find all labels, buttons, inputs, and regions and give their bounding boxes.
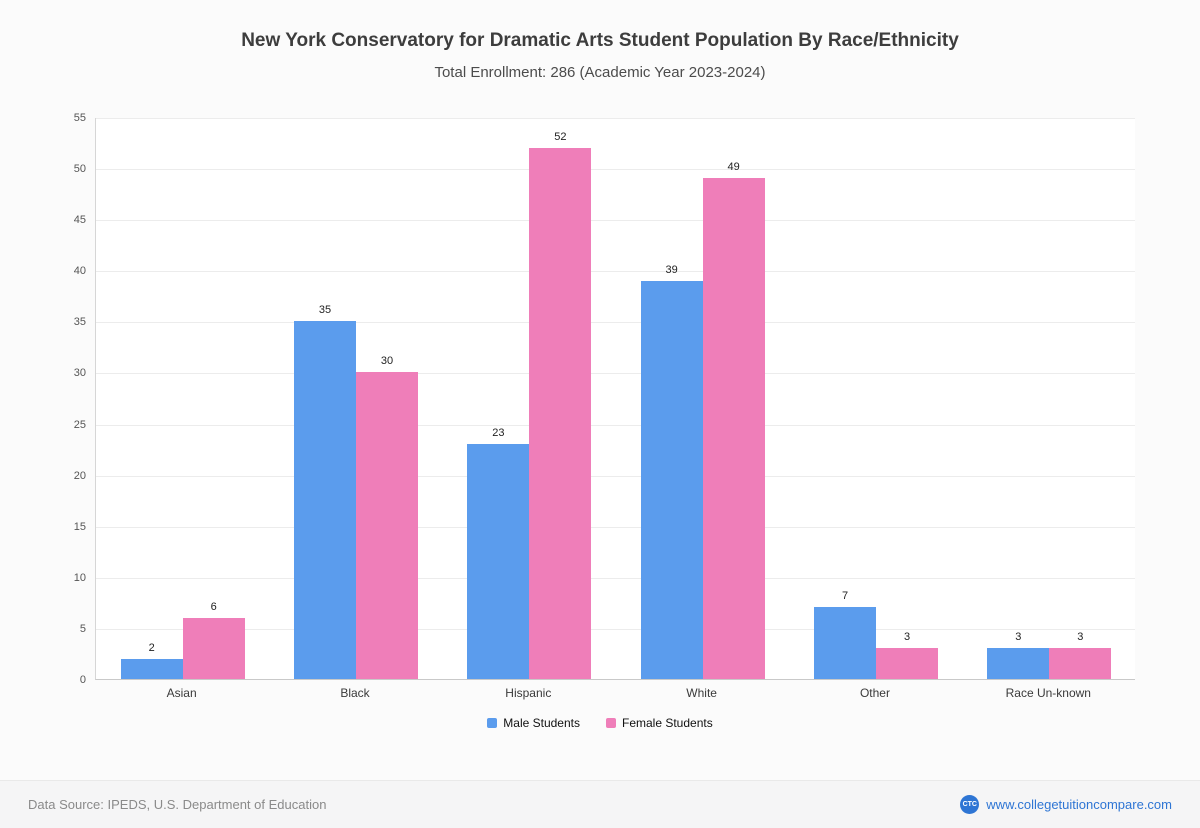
bar-value-label: 6: [210, 600, 217, 613]
legend-item-male-students: Male Students: [487, 716, 580, 730]
data-source-text: Data Source: IPEDS, U.S. Department of E…: [28, 797, 327, 812]
y-axis-tick-label: 15: [73, 520, 86, 533]
x-axis-label: Other: [859, 686, 890, 700]
bar-value-label: 7: [841, 590, 849, 603]
bar-male-students: [640, 280, 703, 679]
website-link[interactable]: CTC www.collegetuitioncompare.com: [960, 795, 1172, 814]
gridline: [96, 526, 1135, 528]
x-axis-labels: Asian Black Hispanic White Other Race Un-know…: [95, 686, 1135, 700]
chart-subtitle: Total Enrollment: 286 (Academic Year 202…: [434, 64, 766, 81]
y-axis-tick-label: 0: [79, 674, 86, 686]
y-axis-tick-label: 50: [73, 163, 86, 176]
page-footer: Data Source: IPEDS, U.S. Department of E…: [0, 780, 1200, 828]
bar-female-students: [702, 178, 765, 679]
bar-value-label: 30: [380, 355, 394, 368]
x-axis-label: Asian: [166, 686, 197, 700]
ctc-logo-icon: CTC: [960, 795, 980, 814]
legend-marker-icon: [606, 718, 616, 728]
gridline: [96, 118, 1135, 119]
bar-value-label: 35: [318, 304, 332, 317]
chart-legend: Male Students Female Students: [0, 716, 1200, 730]
bar-female-students: [182, 617, 245, 679]
bar-value-label: 3: [903, 631, 911, 644]
bar-value-label: 23: [492, 426, 505, 439]
bar-female-students: [529, 147, 592, 679]
bar-male-students: [987, 648, 1050, 679]
y-axis-tick-label: 10: [73, 571, 86, 584]
legend-marker-icon: [487, 718, 498, 728]
bar-female-students: [876, 648, 938, 679]
bar-value-label: 2: [148, 641, 155, 654]
gridline: [96, 628, 1135, 630]
website-url: www.collegetuitioncompare.com: [986, 797, 1172, 812]
x-axis-label: Race Un-known: [1005, 686, 1091, 700]
bar-male-students: [467, 443, 530, 679]
y-axis-tick-label: 5: [79, 622, 86, 635]
x-axis-label: Black: [340, 686, 370, 700]
chart-title: New York Conservatory for Dramatic Arts …: [241, 30, 959, 51]
plot-area: 0 5 10 15 20 25 30 35 40 45 50 55 2 35 23 39 7 3 6 30 52 49 3 3: [74, 112, 1135, 686]
x-axis-label: White: [686, 686, 717, 700]
bar-value-label: 49: [727, 161, 740, 174]
bar-male-students: [814, 607, 876, 679]
gridline: [96, 322, 1135, 324]
bar-value-label: 3: [1077, 631, 1084, 644]
bar-value-label: 52: [554, 130, 567, 143]
gridline: [96, 424, 1135, 426]
y-axis-tick-label: 25: [73, 418, 86, 431]
gridline: [96, 169, 1135, 171]
y-axis-tick-label: 20: [73, 469, 86, 482]
legend-label: Male Students: [503, 716, 580, 730]
bar-value-label: 39: [665, 263, 678, 276]
y-axis-tick-label: 55: [73, 112, 86, 124]
bar-female-students: [356, 372, 418, 679]
legend-item-female-students: Female Students: [606, 716, 713, 730]
gridline: [96, 577, 1135, 579]
gridline: [96, 220, 1135, 222]
gridline: [96, 475, 1135, 477]
bar-male-students: [294, 321, 356, 679]
y-axis-tick-label: 45: [73, 214, 86, 227]
gridline: [96, 271, 1135, 273]
bar-female-students: [1049, 648, 1112, 679]
gridline: [96, 373, 1135, 375]
x-axis-label: Hispanic: [505, 686, 552, 700]
y-axis-tick-label: 35: [73, 316, 86, 329]
bar-value-label: 3: [1015, 631, 1022, 644]
y-axis-tick-label: 30: [73, 367, 86, 380]
legend-label: Female Students: [622, 716, 713, 730]
y-axis-tick-label: 40: [73, 265, 86, 278]
bar-male-students: [120, 658, 183, 679]
